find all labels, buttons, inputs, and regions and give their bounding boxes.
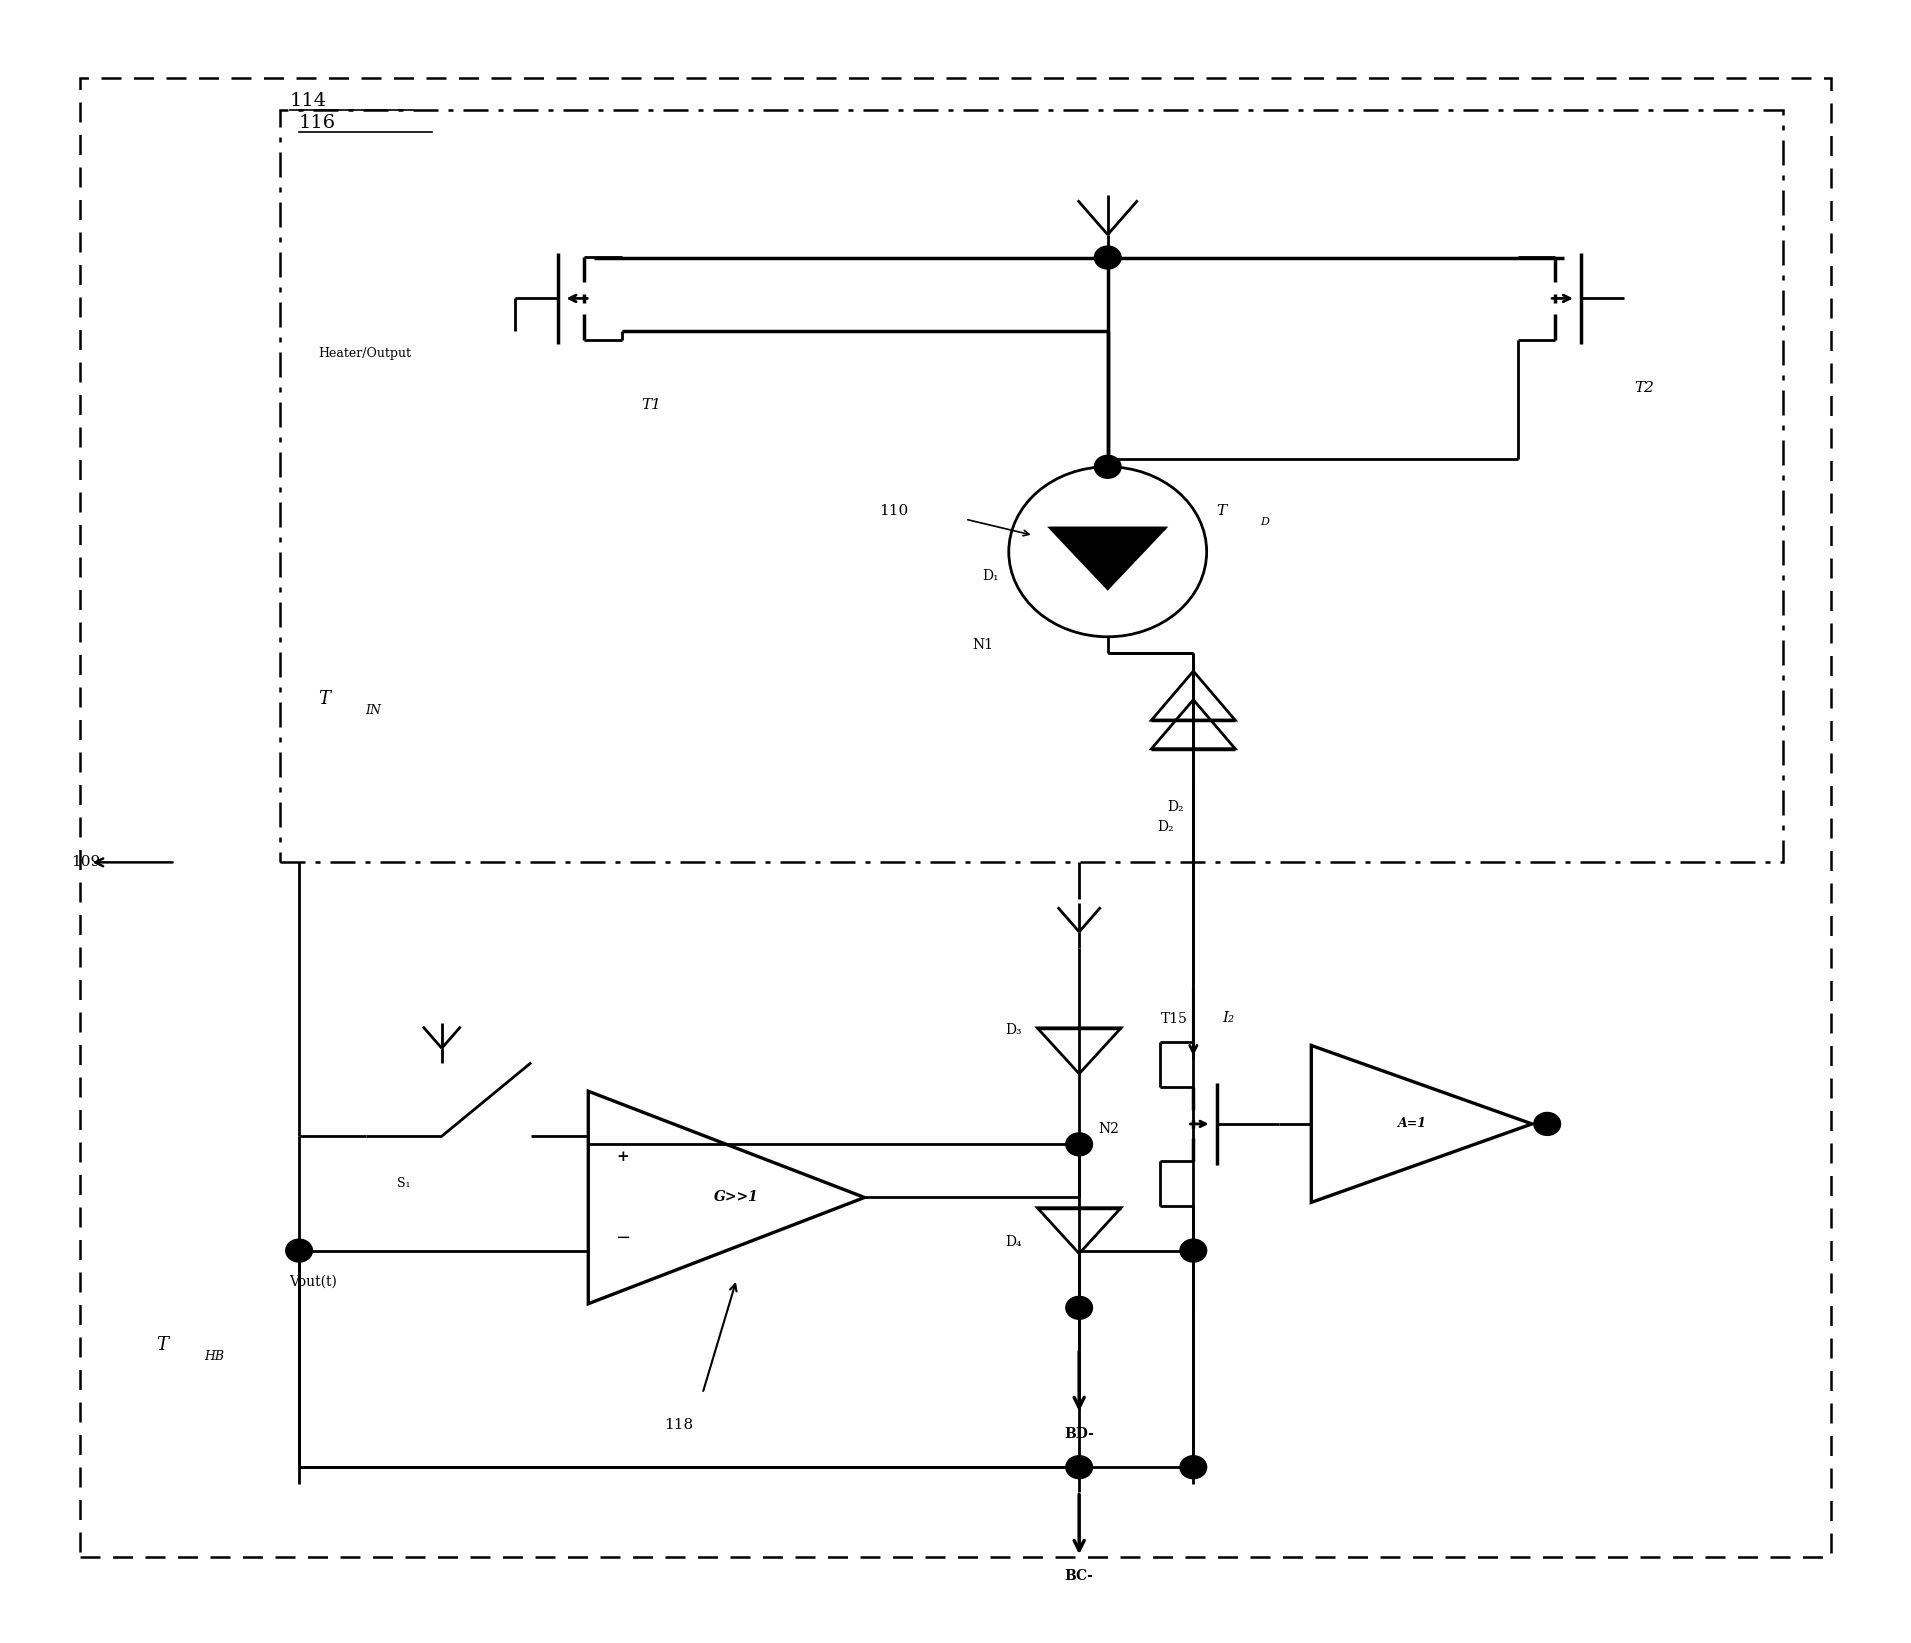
Circle shape — [1179, 1239, 1206, 1262]
Text: N1: N1 — [973, 637, 994, 652]
Circle shape — [1179, 1456, 1206, 1479]
Text: 116: 116 — [300, 113, 336, 131]
Text: I₂: I₂ — [1221, 1010, 1235, 1025]
Text: −: − — [615, 1229, 631, 1247]
Text: BD-: BD- — [1064, 1428, 1095, 1441]
Text: G>>1: G>>1 — [715, 1191, 759, 1204]
Text: T2: T2 — [1634, 381, 1655, 396]
Text: D₂: D₂ — [1168, 800, 1183, 813]
Text: N2: N2 — [1099, 1122, 1120, 1137]
Text: D₂: D₂ — [1158, 820, 1173, 835]
Text: 114: 114 — [290, 92, 327, 110]
Circle shape — [1535, 1112, 1561, 1135]
Text: D₁: D₁ — [982, 570, 999, 583]
Text: T1: T1 — [642, 398, 661, 412]
Text: T: T — [317, 690, 331, 708]
Text: Heater/Output: Heater/Output — [317, 347, 411, 360]
Text: Vout(t): Vout(t) — [290, 1275, 338, 1290]
Text: 109: 109 — [71, 856, 99, 869]
Circle shape — [1066, 1296, 1093, 1319]
Text: T15: T15 — [1160, 1012, 1189, 1025]
Circle shape — [1066, 1456, 1093, 1479]
Text: T: T — [1215, 504, 1227, 518]
Circle shape — [1095, 455, 1122, 478]
Text: A=1: A=1 — [1397, 1117, 1428, 1130]
Text: D₃: D₃ — [1005, 1024, 1022, 1037]
Text: D: D — [1259, 518, 1269, 527]
Text: 118: 118 — [665, 1418, 694, 1433]
Polygon shape — [1051, 527, 1166, 588]
Text: HB: HB — [204, 1349, 224, 1362]
Circle shape — [1095, 246, 1122, 269]
Text: D₄: D₄ — [1005, 1236, 1022, 1249]
Text: T: T — [157, 1336, 168, 1354]
Text: BC-: BC- — [1064, 1569, 1093, 1582]
Circle shape — [1066, 1134, 1093, 1155]
Text: S₁: S₁ — [397, 1176, 411, 1190]
Circle shape — [287, 1239, 311, 1262]
Text: IN: IN — [365, 703, 382, 716]
Text: 110: 110 — [879, 504, 908, 518]
Text: +: + — [615, 1150, 629, 1165]
